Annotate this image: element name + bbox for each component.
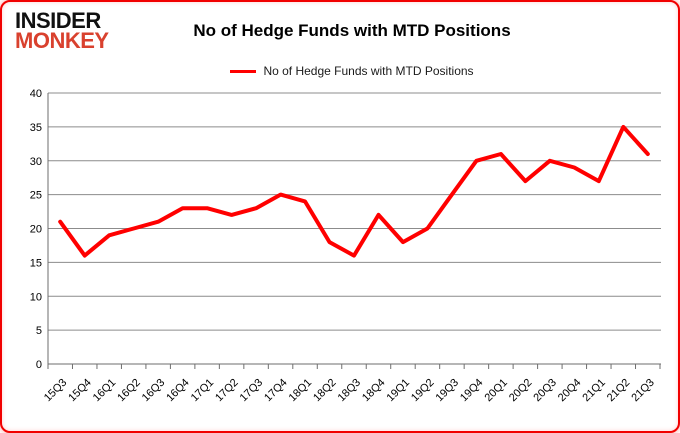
y-axis-tick-label: 30 bbox=[30, 156, 42, 168]
logo-line-insider: INSIDER bbox=[15, 8, 101, 33]
x-axis-tick-label: 19Q2 bbox=[409, 377, 437, 405]
x-axis-tick-label: 20Q2 bbox=[507, 377, 535, 405]
x-axis-tick-label: 19Q3 bbox=[434, 377, 462, 405]
x-axis-tick-label: 17Q2 bbox=[213, 377, 241, 405]
insider-monkey-logo: INSIDER MONKEY bbox=[15, 8, 109, 53]
x-axis-tick-label: 19Q4 bbox=[458, 377, 486, 405]
y-axis-tick-label: 20 bbox=[30, 224, 42, 236]
x-axis-tick-label: 18Q1 bbox=[287, 377, 315, 405]
legend-label: No of Hedge Funds with MTD Positions bbox=[263, 64, 474, 78]
x-axis-tick-label: 18Q2 bbox=[311, 377, 339, 405]
y-axis-tick-label: 5 bbox=[36, 325, 42, 337]
x-axis-tick-label: 15Q4 bbox=[66, 377, 94, 405]
x-axis-tick-label: 15Q3 bbox=[42, 377, 70, 405]
legend: No of Hedge Funds with MTD Positions bbox=[112, 64, 592, 78]
x-axis-tick-label: 18Q4 bbox=[360, 377, 388, 405]
x-axis-tick-label: 21Q2 bbox=[605, 377, 633, 405]
x-axis-tick-label: 16Q3 bbox=[140, 377, 168, 405]
x-axis-tick-label: 18Q3 bbox=[336, 377, 364, 405]
x-axis-tick-label: 16Q1 bbox=[91, 377, 119, 405]
x-axis-tick-label: 20Q3 bbox=[531, 377, 559, 405]
logo-line-monkey: MONKEY bbox=[15, 28, 109, 53]
y-axis-tick-label: 25 bbox=[30, 190, 42, 202]
y-axis-tick-label: 15 bbox=[30, 257, 42, 269]
y-axis-tick-label: 10 bbox=[30, 291, 42, 303]
chart-title: No of Hedge Funds with MTD Positions bbox=[193, 21, 511, 40]
x-axis-tick-label: 17Q1 bbox=[189, 377, 217, 405]
x-axis-tick-label: 17Q3 bbox=[238, 377, 266, 405]
data-series-line bbox=[58, 124, 650, 258]
x-axis-tick-label: 21Q1 bbox=[580, 377, 608, 405]
x-axis-tick-label: 16Q2 bbox=[115, 377, 143, 405]
x-axis-tick-label: 16Q4 bbox=[164, 377, 192, 405]
x-axis-tick-label: 19Q1 bbox=[385, 377, 413, 405]
x-axis-tick-label: 21Q3 bbox=[629, 377, 657, 405]
x-axis-tick-label: 20Q4 bbox=[556, 377, 584, 405]
y-axis-tick-label: 40 bbox=[30, 88, 42, 100]
legend-line-swatch bbox=[230, 69, 257, 73]
x-axis-tick-label: 20Q1 bbox=[482, 377, 510, 405]
y-axis-tick-label: 35 bbox=[30, 122, 42, 134]
x-axis-tick-label: 17Q4 bbox=[262, 377, 290, 405]
y-axis-tick-label: 0 bbox=[36, 359, 42, 371]
